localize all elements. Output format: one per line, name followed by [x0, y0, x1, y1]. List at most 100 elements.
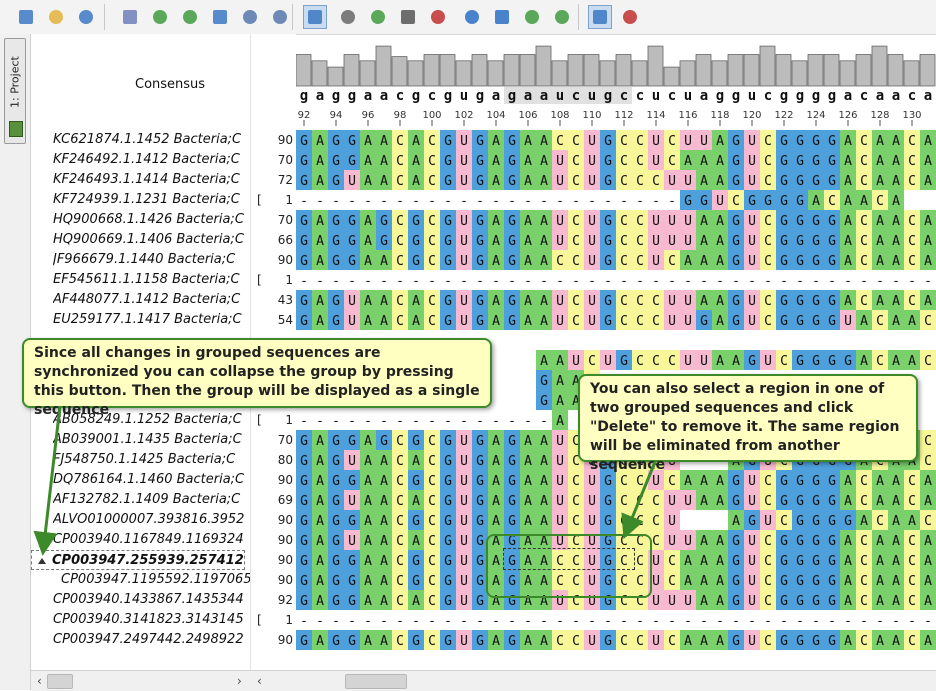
- names-scroll-thumb[interactable]: [47, 674, 73, 689]
- sequence-name-row[interactable]: CP003940.3141823.3143145: [53, 610, 247, 630]
- sequence-name-row[interactable]: KF246492.1.1412 Bacteria;C: [53, 150, 247, 170]
- undo-button[interactable]: [460, 5, 484, 29]
- base-letter: U: [684, 134, 692, 149]
- image-button[interactable]: [396, 5, 420, 29]
- export-button[interactable]: [118, 5, 142, 29]
- base-letter: U: [460, 154, 468, 169]
- sequence-name-row[interactable]: JF966679.1.1440 Bacteria;C: [53, 250, 247, 270]
- base-letter: A: [556, 394, 564, 409]
- base-letter: C: [876, 354, 884, 369]
- base-letter: C: [428, 294, 436, 309]
- sequence-name-row[interactable]: AF448077.1.1412 Bacteria;C: [53, 290, 247, 310]
- base-cell: [536, 490, 552, 510]
- sequence-name-row[interactable]: DQ786164.1.1460 Bacteria;C: [53, 470, 247, 490]
- sequence-name-row[interactable]: ALVO01000007.393816.3952: [53, 510, 247, 530]
- base-letter: G: [300, 594, 308, 609]
- selection-button[interactable]: [426, 5, 450, 29]
- project-tab[interactable]: 1: Project: [4, 38, 26, 144]
- new-document-button[interactable]: [14, 5, 38, 29]
- consensus-base: g: [300, 88, 308, 104]
- base-letter: G: [604, 234, 612, 249]
- consensus-base: g: [812, 88, 820, 104]
- base-letter: -: [620, 274, 628, 289]
- base-cell: [792, 530, 808, 550]
- base-letter: G: [348, 554, 356, 569]
- sequence-name-row[interactable]: FJ548750.1.1425 Bacteria;C: [53, 450, 247, 470]
- consensus-base: g: [604, 88, 612, 104]
- base-cell: [568, 590, 584, 610]
- sequence-name-row[interactable]: CP003947.1195592.1197065: [61, 570, 250, 590]
- base-cell: [536, 570, 552, 590]
- consensus-base: c: [572, 88, 580, 104]
- alignment-scroll-left-icon[interactable]: ‹: [257, 674, 262, 688]
- base-letter: U: [348, 494, 356, 509]
- tree-button[interactable]: [366, 5, 390, 29]
- base-letter: A: [492, 474, 500, 489]
- show-overview-button[interactable]: [303, 5, 327, 29]
- base-cell: [328, 430, 344, 450]
- base-letter: C: [620, 474, 628, 489]
- sequence-name-row[interactable]: HQ900669.1.1406 Bacteria;C: [53, 230, 247, 250]
- sequence-name-row[interactable]: EU259177.1.1417 Bacteria;C: [53, 310, 247, 330]
- base-letter: C: [652, 514, 660, 529]
- zoom-fit-button[interactable]: [238, 5, 262, 29]
- alignment-scroll-thumb[interactable]: [345, 674, 407, 689]
- sequence-name-row[interactable]: CP003940.1167849.1169324: [53, 530, 247, 550]
- sequence-name-row[interactable]: KF246493.1.1414 Bacteria;C: [53, 170, 247, 190]
- text-tool-button[interactable]: [336, 5, 360, 29]
- sequence-name-row[interactable]: CP003947.255939.257412: [31, 550, 245, 570]
- histogram-bar: [871, 45, 888, 87]
- base-cell: [440, 530, 456, 550]
- ruler-label: 106: [518, 110, 537, 121]
- base-letter: G: [508, 454, 516, 469]
- base-cell: [344, 550, 360, 570]
- base-cell: [584, 130, 600, 150]
- ruler-label: 118: [710, 110, 729, 121]
- selected-region[interactable]: [503, 548, 635, 570]
- sort-button[interactable]: [550, 5, 574, 29]
- save-button[interactable]: [74, 5, 98, 29]
- open-folder-button[interactable]: [44, 5, 68, 29]
- zoom-in-button[interactable]: [178, 5, 202, 29]
- base-letter: A: [892, 574, 900, 589]
- sequence-name-text: CP003947.2497442.2498922: [53, 632, 244, 647]
- sequence-name-row[interactable]: CP003947.2497442.2498922: [53, 630, 247, 650]
- base-letter: G: [300, 174, 308, 189]
- base-letter: A: [572, 374, 580, 389]
- collapse-group-icon[interactable]: [38, 557, 46, 564]
- base-cell: [824, 210, 840, 230]
- base-cell: [744, 230, 760, 250]
- redo-button[interactable]: [490, 5, 514, 29]
- base-cell: [856, 230, 872, 250]
- sequence-name-row[interactable]: AB039001.1.1435 Bacteria;C: [53, 430, 247, 450]
- collapse-button[interactable]: [588, 5, 612, 29]
- sequence-name-row[interactable]: EF545611.1.1158 Bacteria;C: [53, 270, 247, 290]
- consensus-base: g: [732, 88, 740, 104]
- sequence-name-row[interactable]: HQ900668.1.1426 Bacteria;C: [53, 210, 247, 230]
- sequence-name-row[interactable]: AB058249.1.1252 Bacteria;C: [53, 410, 247, 430]
- remove-gaps-button[interactable]: [618, 5, 642, 29]
- base-letter: G: [332, 534, 340, 549]
- consensus-highlight: [584, 87, 600, 104]
- zoom-button[interactable]: [268, 5, 292, 29]
- base-cell: [344, 310, 360, 330]
- position-ruler: 92 94 96 98 100 102 104 106 108 110 112 114 116 118 12…: [298, 110, 922, 126]
- sequence-name-row[interactable]: KC621874.1.1452 Bacteria;C: [53, 130, 247, 150]
- base-letter: A: [412, 154, 420, 169]
- base-letter: C: [556, 554, 564, 569]
- sequence-name-row[interactable]: AF132782.1.1409 Bacteria;C: [53, 490, 247, 510]
- sequence-name-row[interactable]: CP003940.1433867.1435344: [53, 590, 247, 610]
- base-letter: A: [716, 574, 724, 589]
- base-cell: [568, 470, 584, 490]
- import-button[interactable]: [148, 5, 172, 29]
- sequence-name-row[interactable]: KF724939.1.1231 Bacteria;C: [53, 190, 247, 210]
- zoom-out-button[interactable]: [208, 5, 232, 29]
- arrow-right-button[interactable]: [520, 5, 544, 29]
- base-letter: U: [748, 214, 756, 229]
- names-scroll-left-icon[interactable]: ‹: [37, 674, 42, 688]
- horizontal-scrollbar[interactable]: ‹ › ‹: [31, 670, 936, 691]
- base-letter: -: [508, 274, 516, 289]
- sequence-name-text: ALVO01000007.393816.3952: [53, 512, 245, 527]
- names-scroll-right-icon[interactable]: ›: [237, 674, 242, 688]
- base-letter: G: [332, 554, 340, 569]
